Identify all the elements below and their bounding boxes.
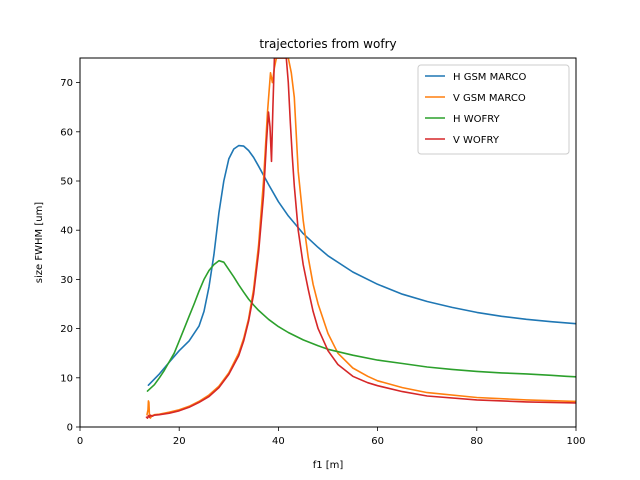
series-layer: [145, 58, 576, 419]
y-tick-label: 40: [60, 226, 73, 237]
x-axis: 0 20 40 60 80 100: [77, 427, 586, 447]
legend-box: [417, 64, 570, 155]
series-line-h-wofry: [146, 259, 576, 392]
chart-title: trajectories from wofry: [259, 37, 396, 51]
y-tick-label: 50: [60, 177, 73, 188]
x-tick-label: 60: [371, 436, 384, 447]
legend-label: V GSM MARCO: [453, 93, 526, 104]
x-tick-label: 20: [173, 436, 186, 447]
y-axis-label: size FWHM [um]: [34, 202, 45, 284]
x-axis-label: f1 [m]: [313, 460, 344, 471]
plot-frame: [79, 57, 577, 428]
legend-label: V WOFRY: [453, 135, 500, 146]
y-tick-label: 10: [60, 373, 73, 384]
y-tick-label: 30: [60, 275, 73, 286]
legend-label: H GSM MARCO: [453, 72, 527, 83]
x-tick-label: 0: [77, 436, 83, 447]
y-tick-label: 60: [60, 127, 73, 138]
y-tick-label: 0: [67, 423, 73, 434]
x-tick-label: 100: [566, 436, 585, 447]
y-axis: 0 10 20 30 40 50 60 70: [60, 78, 80, 434]
series-line-v-wofry: [145, 58, 576, 419]
y-tick-label: 20: [60, 324, 73, 335]
legend-label: H WOFRY: [453, 114, 501, 125]
legend: H GSM MARCO V GSM MARCO H WOFRY V WOFRY: [417, 64, 570, 155]
y-tick-label: 70: [60, 78, 73, 89]
series-line-h-gsm-marco: [147, 144, 576, 387]
x-tick-label: 80: [470, 436, 483, 447]
x-tick-label: 40: [272, 436, 285, 447]
